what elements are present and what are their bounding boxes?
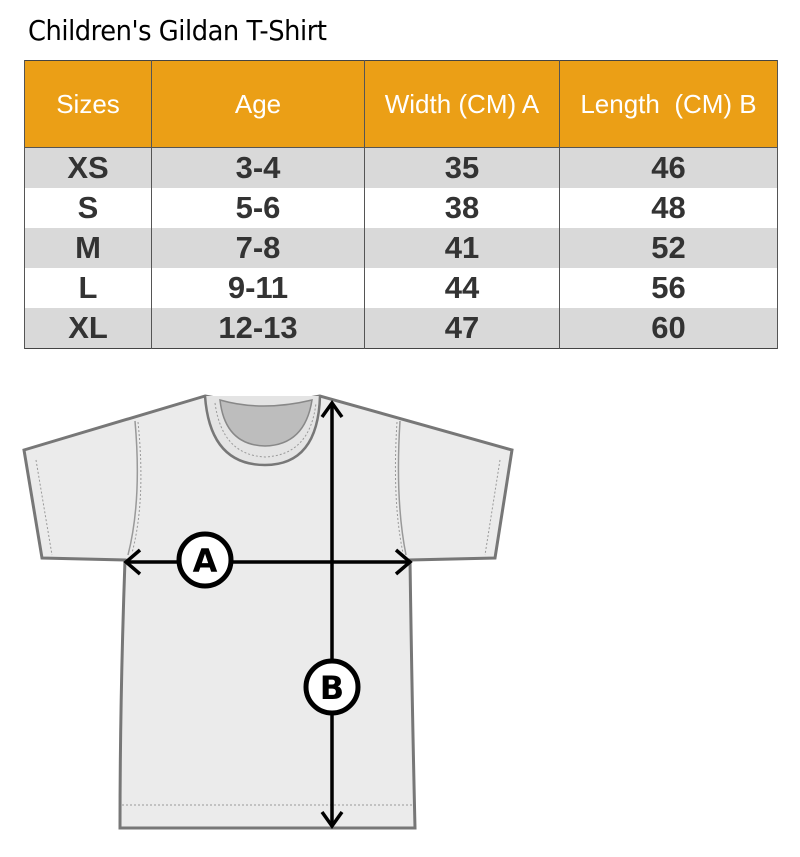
cell-age: 3-4: [151, 147, 365, 188]
page-title: Children's Gildan T-Shirt: [28, 14, 327, 47]
header-width: Width (CM) A: [364, 60, 560, 148]
cell-size: L: [24, 268, 152, 308]
table-row: S 5-6 38 48: [24, 188, 778, 228]
label-a: A: [193, 542, 218, 580]
table-header-row: Sizes Age Width (CM) A Length (CM) B: [24, 60, 778, 148]
header-age: Age: [151, 60, 365, 148]
label-b: B: [320, 669, 344, 707]
cell-size: XS: [24, 147, 152, 188]
header-sizes: Sizes: [24, 60, 152, 148]
cell-age: 9-11: [151, 268, 365, 308]
cell-width: 44: [364, 268, 560, 308]
width-arrow: [123, 548, 413, 576]
table-row: XL 12-13 47 60: [24, 308, 778, 349]
cell-length: 46: [559, 147, 778, 188]
length-arrow: [320, 399, 344, 830]
cell-length: 56: [559, 268, 778, 308]
cell-age: 12-13: [151, 308, 365, 349]
cell-length: 60: [559, 308, 778, 349]
table-row: M 7-8 41 52: [24, 228, 778, 268]
cell-width: 41: [364, 228, 560, 268]
label-b-badge: B: [303, 658, 361, 716]
cell-size: M: [24, 228, 152, 268]
cell-width: 47: [364, 308, 560, 349]
size-chart-table: Sizes Age Width (CM) A Length (CM) B XS 3…: [24, 60, 778, 349]
cell-age: 5-6: [151, 188, 365, 228]
cell-age: 7-8: [151, 228, 365, 268]
cell-width: 38: [364, 188, 560, 228]
cell-length: 48: [559, 188, 778, 228]
cell-size: S: [24, 188, 152, 228]
table-row: L 9-11 44 56: [24, 268, 778, 308]
cell-length: 52: [559, 228, 778, 268]
tshirt-diagram: A B: [22, 394, 514, 830]
cell-size: XL: [24, 308, 152, 349]
header-length: Length (CM) B: [559, 60, 778, 148]
label-a-badge: A: [176, 531, 234, 589]
tshirt-collar-inner: [219, 398, 313, 447]
table-row: XS 3-4 35 46: [24, 147, 778, 188]
cell-width: 35: [364, 147, 560, 188]
